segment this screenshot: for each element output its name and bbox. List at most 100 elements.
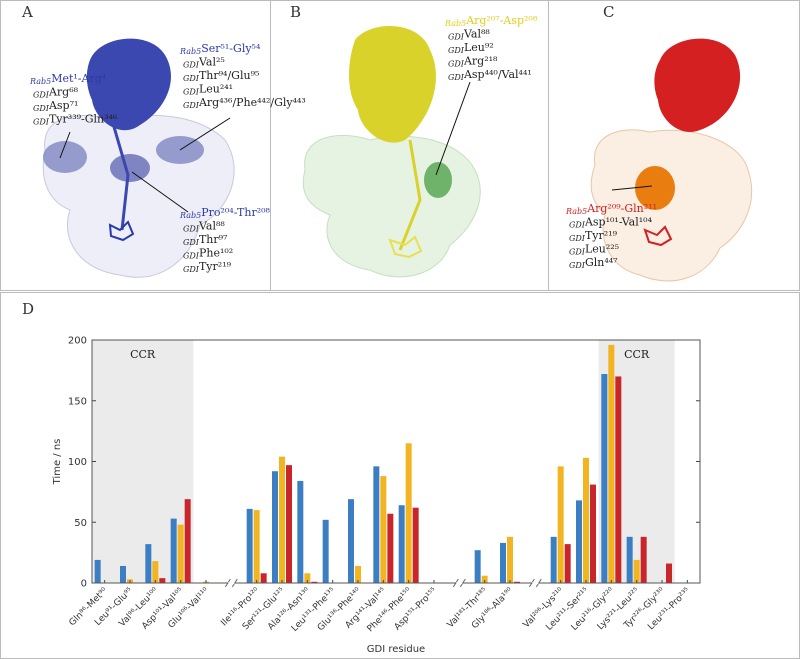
residue-prefix: Rab5 xyxy=(29,77,51,86)
bar xyxy=(272,471,278,583)
annotation-line: GDITyr²¹⁹ xyxy=(569,229,618,243)
annotation-line: GDIVal⁸⁸ xyxy=(448,28,490,42)
bar xyxy=(120,565,126,583)
residue-range: Phe¹⁰² xyxy=(199,247,233,260)
annotation-line: GDIAsp⁷¹ xyxy=(33,99,78,113)
y-tick-label: 200 xyxy=(68,336,87,347)
annotation-line: GDIThr⁹⁷ xyxy=(183,233,228,247)
bar xyxy=(640,536,647,583)
bar xyxy=(481,575,488,583)
annotation-line: GDITyr²¹⁹ xyxy=(183,260,232,274)
bar xyxy=(184,499,191,583)
residue-prefix: GDI xyxy=(33,91,50,100)
axis-break-gap xyxy=(532,582,539,584)
panel-label: C xyxy=(603,3,614,21)
y-tick-label: 0 xyxy=(81,579,87,590)
residue-range: Tyr²¹⁹ xyxy=(199,260,232,273)
annotation-line: GDIArg²¹⁸ xyxy=(448,55,498,69)
axis-break-gap xyxy=(456,582,463,584)
bar xyxy=(311,581,318,583)
annotation-line: GDILeu⁹² xyxy=(448,41,494,55)
residue-range: Leu⁹² xyxy=(464,41,494,54)
bar xyxy=(590,484,596,583)
residue-prefix: GDI xyxy=(569,221,586,230)
residue-prefix: GDI xyxy=(448,60,465,69)
y-tick-label: 100 xyxy=(68,457,87,468)
residue-range: Tyr²¹⁹ xyxy=(585,229,618,242)
bar xyxy=(152,561,159,583)
annotation-line: GDIPhe¹⁰² xyxy=(183,247,233,261)
residue-prefix: GDI xyxy=(448,73,465,82)
residue-prefix: GDI xyxy=(183,265,200,274)
residue-prefix: GDI xyxy=(448,46,465,55)
bar xyxy=(246,508,253,583)
y-tick-label: 150 xyxy=(68,396,87,407)
bar xyxy=(380,476,387,583)
residue-prefix: GDI xyxy=(183,101,200,110)
bar xyxy=(412,507,419,583)
axis-break-gap xyxy=(228,582,235,584)
residue-range: Tyr³³⁹-Gln³⁴⁶ xyxy=(49,113,118,126)
residue-prefix: GDI xyxy=(33,104,50,113)
region-label: CCR xyxy=(130,348,156,361)
molecule-b xyxy=(302,26,481,278)
residue-range: Asp¹⁰¹-Val¹⁰⁴ xyxy=(584,216,653,229)
y-axis-label: Time / ns xyxy=(52,439,63,486)
residue-range: Arg²⁰⁷-Asp²⁰⁸ xyxy=(465,14,538,27)
residue-prefix: Rab5 xyxy=(444,19,466,28)
bar xyxy=(145,544,152,583)
bar xyxy=(576,500,582,583)
residue-prefix: GDI xyxy=(183,238,200,247)
annotation-line: GDIVal⁸⁸ xyxy=(183,220,225,234)
annotation-line: GDIVal²⁵ xyxy=(183,56,225,70)
residue-prefix: GDI xyxy=(569,261,586,270)
annotation-title: Rab5Arg²⁰⁷-Asp²⁰⁸ xyxy=(444,14,538,28)
plot-frame xyxy=(91,339,701,584)
molecule-c xyxy=(590,38,753,282)
bar xyxy=(286,465,292,583)
region-label: CCR xyxy=(624,348,650,361)
bar xyxy=(304,573,311,583)
bar xyxy=(666,563,672,583)
residue-prefix: GDI xyxy=(183,74,200,83)
residue-range: Gln⁴⁴⁷ xyxy=(585,256,618,269)
annotation-line: GDILeu²⁴¹ xyxy=(183,83,233,97)
bar xyxy=(626,536,633,583)
residue-range: Met¹-Arg⁴ xyxy=(51,72,107,85)
residue-range: Asp⁴⁴⁰/Val⁴⁴¹ xyxy=(463,68,532,81)
bar xyxy=(557,466,564,583)
bar xyxy=(159,578,166,583)
residue-range: Val⁸⁸ xyxy=(463,28,490,41)
panel-label: D xyxy=(22,300,34,318)
residue-range: Arg²⁰⁹-Gln²¹¹ xyxy=(586,202,657,215)
residue-range: Arg⁶⁸ xyxy=(48,86,79,99)
bar xyxy=(355,565,361,583)
residue-prefix: GDI xyxy=(569,234,586,243)
bar xyxy=(297,480,304,583)
residue-range: Arg⁴³⁶/Phe⁴⁴²/Gly⁴⁴³ xyxy=(198,96,306,109)
residue-range: Pro²⁰⁴-Thr²⁰⁸ xyxy=(201,206,270,219)
residue-prefix: GDI xyxy=(33,118,50,127)
residue-range: Val⁸⁸ xyxy=(198,220,225,233)
annotation-line: GDIArg⁴³⁶/Phe⁴⁴²/Gly⁴⁴³ xyxy=(183,96,306,110)
annotation-line: GDIAsp¹⁰¹-Val¹⁰⁴ xyxy=(569,216,653,230)
bar xyxy=(253,510,260,583)
bar xyxy=(474,550,481,583)
residue-prefix: GDI xyxy=(569,248,586,257)
residue-range: Asp⁷¹ xyxy=(48,99,78,112)
bar xyxy=(500,542,506,583)
bar xyxy=(94,559,101,583)
annotation-line: GDIAsp⁴⁴⁰/Val⁴⁴¹ xyxy=(448,68,532,82)
residue-range: Leu²⁴¹ xyxy=(199,83,233,96)
residue-range: Ser⁵¹-Gly⁵⁴ xyxy=(201,42,261,55)
bar xyxy=(260,573,267,583)
residue-range: Thr⁹⁷ xyxy=(199,233,228,246)
residue-range: Arg²¹⁸ xyxy=(463,55,498,68)
bar xyxy=(608,344,615,583)
bar xyxy=(322,519,329,583)
bar xyxy=(398,505,405,583)
bar xyxy=(550,536,557,583)
residue-range: Val²⁵ xyxy=(198,56,225,69)
bar xyxy=(507,536,513,583)
